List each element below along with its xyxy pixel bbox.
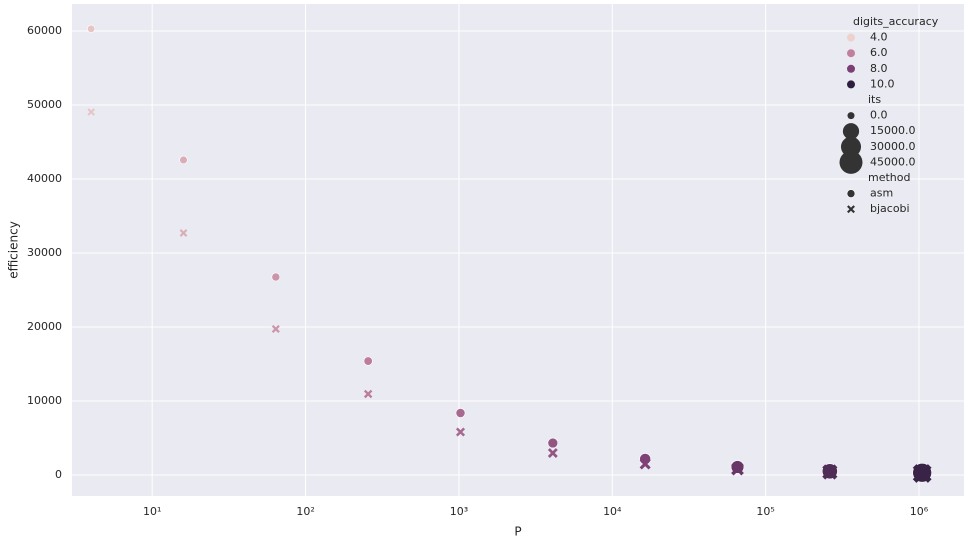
scatter-point: [363, 356, 373, 366]
y-tick-label: 10000: [27, 394, 62, 407]
scatter-point: [547, 437, 559, 449]
legend-marker: [847, 49, 855, 58]
scatter-point: [639, 458, 651, 470]
x-tick-label: 10⁵: [756, 505, 774, 518]
legend-marker: [847, 112, 855, 120]
y-tick-label: 50000: [27, 98, 62, 111]
x-tick-label: 10¹: [143, 505, 161, 518]
legend-label: 8.0: [870, 62, 888, 75]
scatter-point: [455, 408, 466, 418]
plot-area: [72, 4, 964, 496]
legend-marker: [847, 33, 855, 42]
legend-label: 30000.0: [870, 140, 916, 153]
x-tick-label: 10⁶: [910, 505, 929, 518]
legend-title: its: [868, 93, 881, 106]
scatter-point: [455, 427, 466, 437]
y-tick-label: 0: [55, 468, 62, 481]
legend-label: asm: [870, 187, 893, 200]
legend-marker: [842, 123, 860, 140]
scatter-point: [179, 229, 188, 237]
legend-label: 10.0: [870, 77, 895, 90]
legend-marker: [840, 136, 862, 157]
y-tick-label: 20000: [27, 320, 62, 333]
scatter-point: [547, 448, 558, 458]
x-tick-label: 10⁴: [603, 505, 622, 518]
scatter-point: [87, 108, 95, 116]
legend-title: method: [868, 171, 910, 184]
x-axis-title: P: [514, 525, 521, 539]
scatter-point: [87, 24, 96, 33]
y-tick-label: 30000: [27, 246, 62, 259]
scatter-point: [731, 462, 744, 476]
scatter-point: [363, 389, 373, 399]
scatter-point: [271, 324, 280, 334]
legend-label: 4.0: [870, 31, 888, 44]
scatter-point: [179, 155, 188, 165]
x-tick-label: 10³: [450, 505, 468, 518]
legend-label: 15000.0: [870, 124, 916, 137]
y-axis-title: efficiency: [7, 221, 21, 279]
scatter-point: [822, 464, 838, 480]
y-tick-label: 60000: [27, 24, 62, 37]
legend-label: bjacobi: [870, 202, 910, 215]
legend-marker: [847, 205, 855, 214]
legend-label: 0.0: [870, 109, 888, 122]
x-tick-label: 10²: [296, 505, 314, 518]
legend-label: 45000.0: [870, 155, 916, 168]
y-tick-label: 40000: [27, 172, 62, 185]
legend-marker: [839, 150, 863, 174]
legend-label: 6.0: [870, 46, 888, 59]
legend-marker: [846, 189, 856, 198]
scatter-point: [912, 464, 932, 483]
legend-marker: [847, 64, 855, 73]
scatter-point: [271, 272, 281, 282]
legend-title: digits_accuracy: [853, 15, 939, 28]
legend-marker: [847, 80, 855, 89]
